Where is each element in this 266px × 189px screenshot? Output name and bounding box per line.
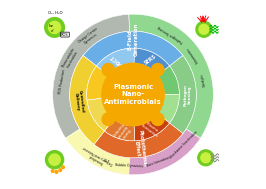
Circle shape (102, 64, 115, 76)
Text: O₂, H₂O: O₂, H₂O (48, 11, 63, 15)
Wedge shape (89, 129, 200, 175)
Wedge shape (87, 98, 114, 131)
Wedge shape (83, 31, 183, 66)
Wedge shape (66, 129, 130, 175)
Circle shape (51, 170, 54, 172)
Text: Colorimetric: Colorimetric (186, 45, 200, 63)
Wedge shape (134, 48, 169, 75)
Circle shape (59, 169, 61, 171)
Circle shape (151, 64, 164, 76)
Text: e⁻: e⁻ (51, 29, 55, 33)
Wedge shape (53, 14, 130, 138)
Circle shape (55, 171, 58, 173)
Text: SERS: SERS (144, 54, 158, 66)
Text: PDCT: PDCT (110, 53, 124, 66)
Text: Plasmonic
Nano-
Antimicrobials: Plasmonic Nano- Antimicrobials (104, 84, 162, 105)
Text: Charge Carrier
Dynamics: Charge Carrier Dynamics (78, 27, 102, 47)
Wedge shape (169, 56, 196, 133)
Wedge shape (97, 48, 135, 75)
Circle shape (45, 18, 64, 37)
Text: ROS Production: ROS Production (58, 70, 66, 94)
Wedge shape (129, 14, 213, 138)
Circle shape (198, 150, 214, 166)
Wedge shape (94, 123, 183, 158)
Text: Controlled
Delivery and Release: Controlled Delivery and Release (80, 145, 114, 169)
Text: LILF: LILF (102, 158, 110, 164)
Circle shape (48, 21, 61, 33)
Text: Catalytic: Catalytic (200, 72, 207, 87)
Circle shape (102, 63, 164, 126)
Circle shape (151, 113, 164, 125)
Text: Photothermal
Effect: Photothermal Effect (132, 130, 147, 168)
Wedge shape (105, 119, 135, 141)
Circle shape (201, 153, 211, 163)
Text: Pathogen
Sensing: Pathogen Sensing (184, 84, 192, 105)
Text: Photo-
thermal
Therapy: Photo- thermal Therapy (111, 121, 131, 142)
Wedge shape (157, 94, 179, 123)
Text: hv: hv (49, 24, 54, 28)
Circle shape (196, 21, 212, 37)
Text: Controlled
Delivery: Controlled Delivery (73, 89, 84, 113)
Circle shape (62, 166, 64, 169)
Circle shape (102, 113, 115, 125)
Text: Auto Ionization: Auto Ionization (146, 156, 169, 168)
Text: ROS: ROS (61, 33, 69, 37)
Wedge shape (134, 114, 169, 141)
Wedge shape (70, 56, 105, 144)
Text: Plasma
Formation: Plasma Formation (140, 120, 161, 138)
Text: Pathogen Sensing: Pathogen Sensing (158, 24, 184, 43)
Text: E-Field
Generation: E-Field Generation (128, 23, 138, 56)
Text: Shockwave Inactivation: Shockwave Inactivation (169, 130, 199, 160)
Circle shape (45, 151, 64, 169)
Circle shape (199, 24, 209, 34)
Text: Bubble Dynamics: Bubble Dynamics (115, 163, 143, 169)
Circle shape (49, 154, 60, 165)
Wedge shape (157, 66, 179, 94)
Wedge shape (87, 66, 109, 100)
Text: Photocatalytic
Inactivation: Photocatalytic Inactivation (61, 47, 80, 70)
